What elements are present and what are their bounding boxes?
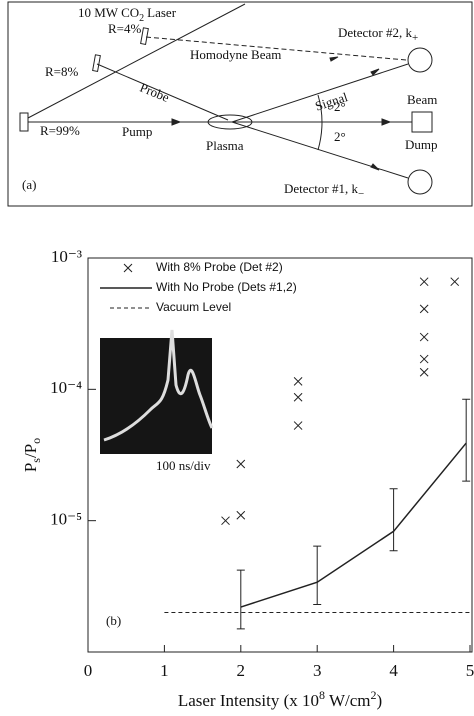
error-bar xyxy=(313,546,321,604)
figure: 10 MW CO 2 Laser R=4% R=8% R=99% Homodyne … xyxy=(0,0,474,716)
cross-marker xyxy=(237,511,245,519)
cross-marker xyxy=(451,278,459,286)
y-tick-label: 10⁻³ xyxy=(51,247,82,266)
label: Laser Intensity (x 10 xyxy=(178,691,319,710)
angle-label: 2° xyxy=(334,99,346,114)
arrows xyxy=(172,69,390,170)
legend-label: With No Probe (Dets #1,2) xyxy=(156,280,297,294)
beam-label: Plasma xyxy=(206,138,244,153)
cross-marker xyxy=(420,278,428,286)
cross-marker xyxy=(294,393,302,401)
error-bar xyxy=(390,489,398,551)
label: /P xyxy=(21,444,40,458)
mirror-8 xyxy=(93,55,101,72)
detector-1 xyxy=(408,170,432,194)
mirror-label: R=4% xyxy=(108,21,142,36)
label-sub: + xyxy=(412,32,418,44)
beam-label: Homodyne Beam xyxy=(190,47,281,62)
cross-marker xyxy=(294,377,302,385)
mirror-label: R=99% xyxy=(40,123,80,138)
mirror-label: R=8% xyxy=(45,64,79,79)
cross-marker xyxy=(420,368,428,376)
error-bar xyxy=(462,399,470,481)
label: 10 MW CO xyxy=(78,5,139,20)
dump-label: Dump xyxy=(405,137,438,152)
cross-marker xyxy=(420,333,428,341)
label-sub: − xyxy=(358,188,364,200)
cross-marker xyxy=(222,517,230,525)
x-tick-label: 2 xyxy=(237,661,246,680)
x-tick-label: 5 xyxy=(466,661,474,680)
cross-marker xyxy=(294,422,302,430)
label: P xyxy=(21,463,40,472)
lower-beam xyxy=(232,122,408,178)
y-axis-label: Ps/Po xyxy=(21,438,43,472)
y-tick-label: 10⁻⁴ xyxy=(50,378,82,397)
cross-marker xyxy=(420,355,428,363)
beam-dump xyxy=(412,112,432,132)
legend-label: Vacuum Level xyxy=(156,300,231,314)
dump-label: Beam xyxy=(407,92,437,107)
detector-2 xyxy=(408,48,432,72)
legend-label: With 8% Probe (Det #2) xyxy=(156,260,283,274)
detector-label: Detector #2, k+ xyxy=(338,25,418,44)
inset-label: 100 ns/div xyxy=(156,458,211,473)
beam-label: Probe xyxy=(138,80,172,105)
plot-frame xyxy=(88,258,472,652)
beam-label: Pump xyxy=(122,124,152,139)
y-tick-label: 10⁻⁵ xyxy=(50,510,82,529)
label: ) xyxy=(376,691,382,710)
page: 10 MW CO 2 Laser R=4% R=8% R=99% Homodyne … xyxy=(0,0,474,716)
x-tick-label: 0 xyxy=(84,661,93,680)
signal-beam xyxy=(232,64,408,122)
label: W/cm xyxy=(325,691,370,710)
panel-label: (b) xyxy=(106,613,121,628)
label: Detector #2, k xyxy=(338,25,413,40)
chart: 100 ns/div (b) Ps/Po Laser Intensity (x … xyxy=(21,247,474,710)
x-axis-label: Laser Intensity (x 108 W/cm2) xyxy=(178,688,382,710)
x-tick-label: 4 xyxy=(389,661,398,680)
cross-marker xyxy=(420,305,428,313)
label: Detector #1, k xyxy=(284,181,359,196)
mirror-4 xyxy=(141,28,149,45)
legend-symbol xyxy=(124,264,132,272)
label: Laser xyxy=(147,5,177,20)
x-tick-label: 3 xyxy=(313,661,322,680)
cross-marker xyxy=(237,460,245,468)
inset-image xyxy=(100,338,212,454)
error-bar xyxy=(237,570,245,629)
label-sub: o xyxy=(29,438,43,444)
angle-label: 2° xyxy=(334,129,346,144)
detector-label: Detector #1, k− xyxy=(284,181,364,200)
panel-label: (a) xyxy=(22,177,36,192)
data-line xyxy=(241,443,466,607)
laser-source xyxy=(20,113,28,131)
arrows xyxy=(330,57,338,61)
x-tick-label: 1 xyxy=(160,661,169,680)
